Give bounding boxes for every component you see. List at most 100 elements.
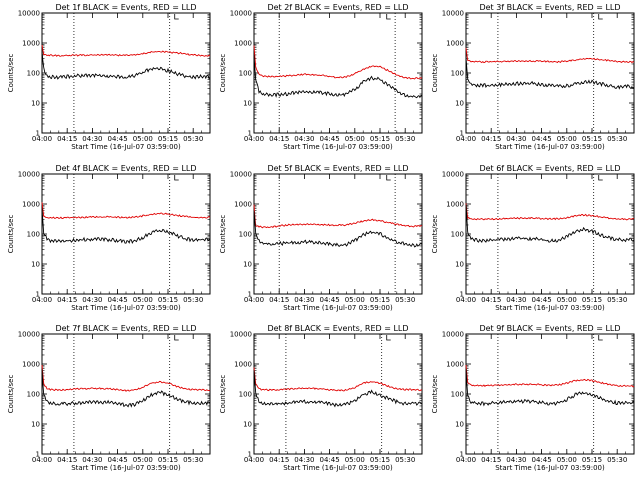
y-tick-label: 10000	[442, 10, 464, 18]
x-tick-label: 04:45	[532, 456, 552, 464]
plot-frame	[465, 12, 635, 134]
x-tick-label: 05:15	[158, 135, 178, 143]
lld-series-line	[465, 364, 635, 388]
lld-series-line	[41, 45, 211, 57]
plot-frame	[465, 333, 635, 455]
y-tick-label: 10	[31, 261, 40, 269]
x-tick-label: 04:15	[57, 296, 77, 304]
x-tick-label: 04:30	[82, 135, 102, 143]
x-tick-label: 04:00	[456, 296, 476, 304]
x-tick-label: 05:15	[582, 456, 602, 464]
panel-title: Det 4f BLACK = Events, RED = LLD	[55, 164, 196, 173]
y-tick-label: 10000	[18, 331, 40, 339]
y-tick-label: 100	[451, 70, 464, 78]
detector-panel: Det 4f BLACK = Events, RED = LLD 1 10 100 10…	[7, 164, 211, 312]
x-tick-label: 05:15	[370, 456, 390, 464]
corner-mark	[386, 335, 391, 341]
events-series-line	[253, 370, 423, 408]
x-tick-label: 05:00	[557, 296, 577, 304]
y-tick-label: 10000	[230, 10, 252, 18]
x-tick-label: 04:30	[506, 456, 526, 464]
y-tick-label: 100	[27, 70, 40, 78]
x-tick-label: 05:15	[370, 296, 390, 304]
x-tick-label: 04:45	[108, 456, 128, 464]
y-axis-label: Counts/sec	[219, 375, 227, 414]
y-tick-label: 100	[27, 391, 40, 399]
x-tick-label: 05:15	[370, 135, 390, 143]
x-tick-label: 05:30	[395, 135, 415, 143]
x-tick-label: 04:30	[294, 135, 314, 143]
corner-mark	[598, 14, 603, 20]
lld-series-line	[465, 203, 635, 221]
x-axis-label: Start Time (16-Jul-07 03:59:00)	[495, 464, 605, 472]
corner-mark	[386, 175, 391, 181]
y-tick-label: 10	[455, 421, 464, 429]
corner-mark	[386, 14, 391, 20]
x-tick-label: 05:30	[395, 296, 415, 304]
detector-panel: Det 7f BLACK = Events, RED = LLD 1 10 100 10…	[7, 324, 211, 472]
lld-series-line	[253, 204, 423, 229]
panel-title: Det 3f BLACK = Events, RED = LLD	[479, 3, 620, 12]
y-tick-label: 10000	[18, 10, 40, 18]
events-series-line	[253, 54, 423, 99]
y-tick-label: 10000	[230, 171, 252, 179]
x-tick-label: 04:00	[456, 456, 476, 464]
events-series-line	[41, 369, 211, 408]
y-axis-label: Counts/sec	[219, 215, 227, 254]
x-tick-label: 05:00	[345, 135, 365, 143]
y-tick-label: 10	[455, 261, 464, 269]
x-tick-label: 04:45	[320, 296, 340, 304]
x-tick-label: 05:30	[183, 135, 203, 143]
y-tick-label: 1	[36, 451, 40, 459]
y-tick-label: 10000	[442, 331, 464, 339]
x-axis-label: Start Time (16-Jul-07 03:59:00)	[283, 464, 393, 472]
events-series-line	[465, 57, 635, 90]
detector-panel: Det 3f BLACK = Events, RED = LLD 1 10 100 10…	[431, 3, 635, 151]
x-tick-label: 04:15	[57, 135, 77, 143]
detector-panel: Det 8f BLACK = Events, RED = LLD 1 10 100 10…	[219, 324, 423, 472]
detector-panel: Det 2f BLACK = Events, RED = LLD 1 10 100 10…	[219, 3, 423, 151]
y-tick-label: 1	[248, 451, 252, 459]
y-tick-label: 10000	[442, 171, 464, 179]
y-tick-label: 1000	[22, 201, 40, 209]
x-tick-label: 05:15	[158, 296, 178, 304]
y-tick-label: 1	[460, 451, 464, 459]
corner-mark	[174, 14, 179, 20]
x-tick-label: 05:00	[133, 296, 153, 304]
y-tick-label: 100	[239, 70, 252, 78]
x-tick-label: 04:00	[32, 456, 52, 464]
y-tick-label: 1	[36, 130, 40, 138]
y-tick-label: 10	[243, 421, 252, 429]
x-axis-label: Start Time (16-Jul-07 03:59:00)	[71, 143, 181, 151]
x-tick-label: 05:00	[345, 456, 365, 464]
x-axis-label: Start Time (16-Jul-07 03:59:00)	[495, 304, 605, 312]
x-tick-label: 04:15	[481, 296, 501, 304]
y-tick-label: 10	[243, 100, 252, 108]
lld-series-line	[41, 202, 211, 219]
corner-mark	[598, 335, 603, 341]
panel-title: Det 5f BLACK = Events, RED = LLD	[267, 164, 408, 173]
x-tick-label: 04:45	[320, 456, 340, 464]
x-tick-label: 05:15	[582, 296, 602, 304]
y-tick-label: 1	[248, 130, 252, 138]
x-tick-label: 04:00	[244, 135, 264, 143]
x-axis-label: Start Time (16-Jul-07 03:59:00)	[71, 304, 181, 312]
y-axis-label: Counts/sec	[431, 215, 439, 254]
y-axis-label: Counts/sec	[431, 375, 439, 414]
y-axis-label: Counts/sec	[219, 54, 227, 93]
y-axis-label: Counts/sec	[7, 54, 15, 93]
x-tick-label: 05:00	[345, 296, 365, 304]
panel-title: Det 7f BLACK = Events, RED = LLD	[55, 324, 196, 333]
x-tick-label: 05:00	[133, 456, 153, 464]
events-series-line	[41, 208, 211, 244]
y-tick-label: 1000	[446, 201, 464, 209]
y-tick-label: 1000	[234, 40, 252, 48]
x-tick-label: 05:00	[557, 135, 577, 143]
lld-series-line	[253, 367, 423, 392]
lld-series-line	[465, 47, 635, 64]
events-series-line	[465, 204, 635, 243]
y-tick-label: 100	[239, 231, 252, 239]
y-tick-label: 100	[27, 231, 40, 239]
lld-series-line	[41, 364, 211, 392]
y-tick-label: 100	[239, 391, 252, 399]
